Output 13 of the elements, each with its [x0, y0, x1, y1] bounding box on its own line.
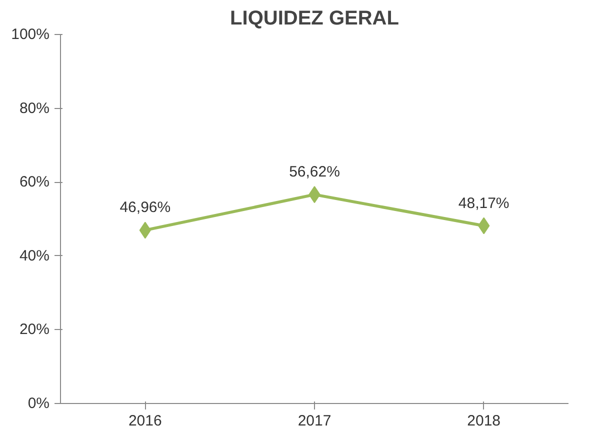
- data-label: 46,96%: [120, 199, 171, 216]
- data-label: 48,17%: [458, 194, 510, 212]
- y-tick-label: 60%: [19, 174, 50, 191]
- x-tick-label: 2017: [298, 412, 332, 428]
- data-label: 56,62%: [289, 164, 340, 181]
- x-tick-label: 2016: [128, 412, 162, 428]
- y-tick-label: 100%: [11, 26, 50, 43]
- y-tick-label: 80%: [19, 100, 50, 117]
- y-tick-label: 40%: [19, 247, 50, 264]
- x-tick-label: 2018: [467, 412, 501, 428]
- chart-title: LIQUIDEZ GERAL: [230, 8, 399, 30]
- y-tick-label: 20%: [19, 321, 50, 338]
- y-tick-label: 0%: [28, 395, 50, 412]
